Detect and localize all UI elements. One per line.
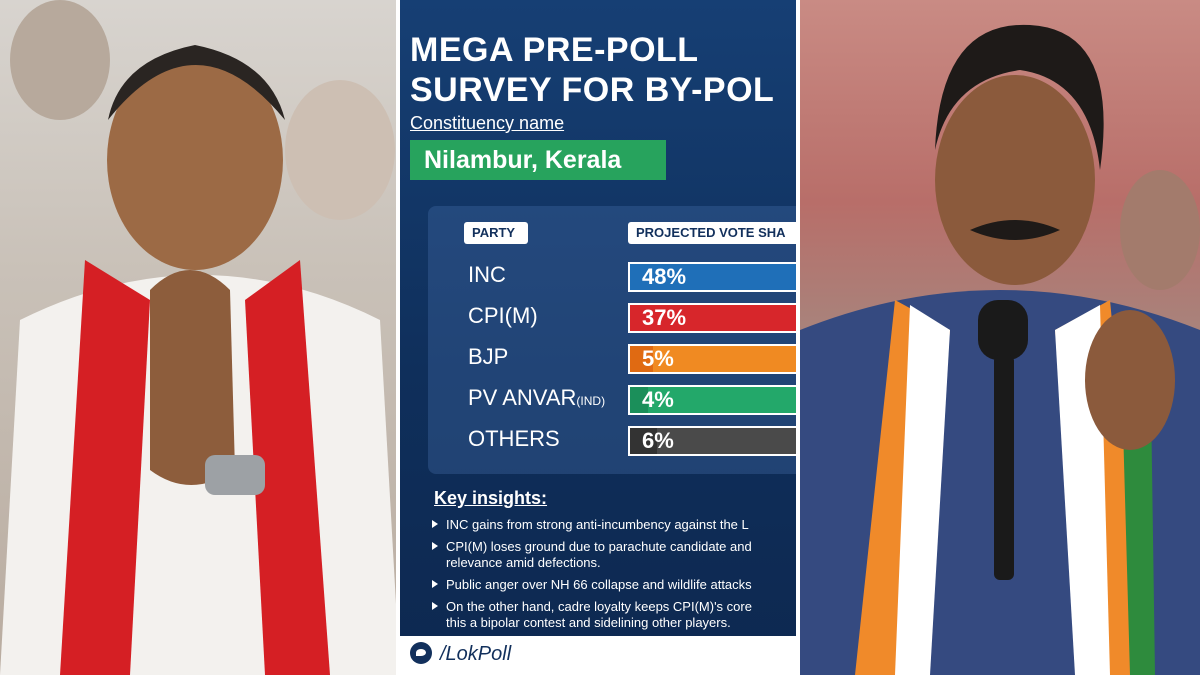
insight-text: INC gains from strong anti-incumbency ag…	[446, 517, 749, 532]
person-speaking-microphone-photo-icon	[800, 24, 1200, 675]
vote-share-label: 5%	[642, 346, 674, 371]
vote-bar: 6%	[628, 426, 796, 456]
bullet-icon	[432, 580, 438, 588]
vote-bar-track	[630, 428, 796, 454]
constituency-label: Constituency name	[410, 113, 565, 133]
title-line-2: SURVEY FOR BY-POL	[410, 71, 775, 109]
header-vote-share: PROJECTED VOTE SHA	[628, 222, 796, 244]
insights-title: Key insights:	[434, 488, 548, 508]
divider	[796, 0, 800, 675]
bullet-icon	[432, 542, 438, 550]
divider	[396, 0, 400, 675]
party-name: PV ANVAR	[468, 385, 577, 410]
party-name: INC	[468, 262, 506, 287]
vote-share-label: 37%	[642, 305, 687, 330]
party-label: OTHERS	[468, 426, 560, 452]
constituency-name: Nilambur, Kerala	[410, 140, 666, 180]
handle-text: /LokPoll	[440, 643, 512, 665]
vote-bar-fill	[630, 346, 653, 372]
insight-line: this a bipolar contest and sidelining ot…	[432, 614, 731, 631]
vote-share-label: 4%	[642, 387, 674, 412]
twitter-icon	[410, 642, 432, 664]
vote-share-label: 48%	[642, 264, 687, 289]
left-candidate-photo	[0, 0, 400, 675]
insight-line: INC gains from strong anti-incumbency ag…	[432, 516, 749, 533]
insight-text: Public anger over NH 66 collapse and wil…	[446, 577, 752, 592]
bullet-icon	[432, 520, 438, 528]
insight-text: relevance amid defections.	[446, 555, 601, 570]
social-handle: /LokPoll	[410, 642, 511, 666]
vote-bar: 48%	[628, 262, 796, 292]
right-candidate-photo	[800, 0, 1200, 675]
title-line-1: MEGA PRE-POLL	[410, 31, 699, 69]
party-label: INC	[468, 262, 506, 288]
vote-bar-fill	[630, 428, 658, 454]
vote-bar: 37%	[628, 303, 796, 333]
party-label: BJP	[468, 344, 508, 370]
vote-bar-track	[630, 346, 796, 372]
vote-bar-fill	[630, 264, 796, 290]
party-label: PV ANVAR(IND)	[468, 385, 605, 411]
party-name: BJP	[468, 344, 509, 369]
vote-share-chart: PARTY PROJECTED VOTE SHA INC 48% CPI(M) 37%…	[428, 206, 796, 474]
insight-line: Public anger over NH 66 collapse and wil…	[432, 576, 752, 593]
insight-text: CPI(M) loses ground due to parachute can…	[446, 539, 752, 554]
party-suffix: (IND)	[576, 394, 606, 408]
party-name: OTHERS	[468, 426, 560, 451]
party-label: CPI(M)	[468, 303, 538, 329]
header-party: PARTY	[464, 222, 528, 244]
footer: /LokPoll	[400, 636, 796, 675]
insight-text: On the other hand, cadre loyalty keeps C…	[446, 599, 752, 614]
vote-bar: 5%	[628, 344, 796, 374]
insight-line: CPI(M) loses ground due to parachute can…	[432, 538, 752, 555]
vote-bar-fill	[630, 305, 796, 331]
vote-bar-track	[630, 387, 796, 413]
vote-share-label: 6%	[642, 428, 674, 453]
bullet-icon	[432, 602, 438, 610]
insight-line: On the other hand, cadre loyalty keeps C…	[432, 598, 752, 615]
insight-text: this a bipolar contest and sidelining ot…	[446, 615, 731, 630]
survey-title: MEGA PRE-POLL SURVEY FOR BY-POL	[410, 30, 774, 110]
survey-graphic: MEGA PRE-POLL SURVEY FOR BY-POL Constitu…	[400, 0, 796, 675]
person-folded-hands-photo-icon	[0, 0, 400, 675]
vote-bar: 4%	[628, 385, 796, 415]
vote-bar-fill	[630, 387, 649, 413]
party-name: CPI(M)	[468, 303, 538, 328]
insight-line: relevance amid defections.	[432, 554, 601, 571]
